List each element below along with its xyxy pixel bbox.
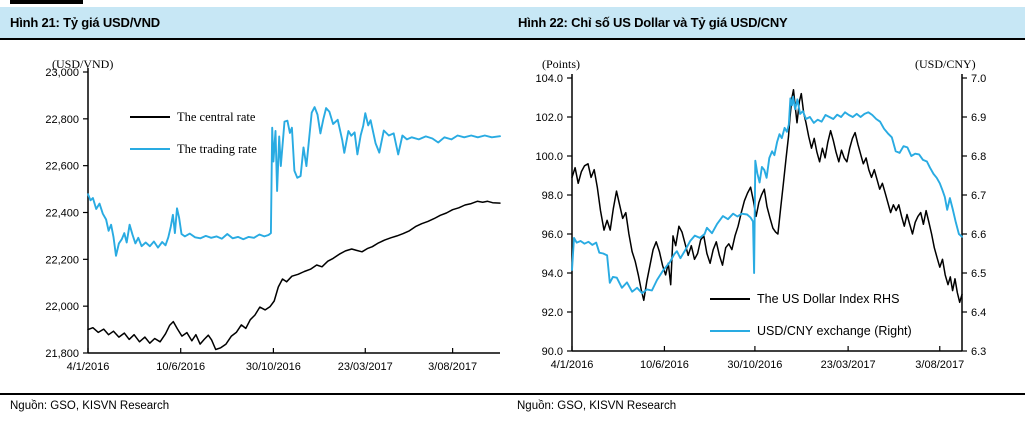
central-rate-line-swatch (130, 116, 170, 118)
y-tick-label-right: 6.8 (971, 151, 986, 163)
y-tick-label-left: 90.0 (542, 346, 563, 358)
central-rate-legend-label: The central rate (177, 109, 256, 124)
y-tick-label-left: 22,000 (45, 301, 79, 313)
dxy-usdcny-chart: 90.0 92.0 94.0 96.0 98.0 100.0 102.0 104.0 6.3 6.… (535, 73, 986, 371)
legend-item-trading-rate: The trading rate (130, 142, 257, 156)
left-chart-unit-label: (USD/VND) (52, 57, 114, 71)
y-tick-label-left: 21,800 (45, 348, 79, 360)
series-line-0 (87, 200, 501, 351)
y-tick-label-left: 98.0 (542, 190, 563, 202)
trading-rate-line-swatch (130, 148, 170, 150)
y-tick-label-right: 6.6 (971, 229, 986, 241)
x-tick-label: 30/10/2016 (727, 359, 782, 371)
y-tick-label-left: 96.0 (542, 229, 563, 241)
left-chart-title: Hình 21: Tỷ giá USD/VND (10, 15, 160, 30)
y-tick-label-right: 7.0 (971, 73, 986, 85)
right-chart-title: Hình 22: Chỉ số US Dollar và Tỷ giá USD/… (518, 15, 788, 30)
bottom-rule (0, 393, 1025, 395)
right-chart-right-unit-label: (USD/CNY) (915, 57, 976, 71)
series-line-0 (571, 88, 963, 304)
y-tick-label-left: 100.0 (535, 151, 563, 163)
y-tick-label-right: 6.9 (971, 112, 986, 124)
left-chart-source: Nguồn: GSO, KISVN Research (10, 400, 170, 412)
series-line-1 (571, 95, 963, 295)
y-tick-label-right: 6.3 (971, 346, 986, 358)
legend-item-central-rate: The central rate (130, 110, 255, 124)
x-tick-label: 4/1/2016 (67, 361, 110, 373)
top-border-fragment (10, 0, 83, 4)
legend-item-dollar-index: The US Dollar Index RHS (710, 292, 899, 306)
series-line-1 (87, 106, 501, 257)
usdcny-line-swatch (710, 330, 750, 332)
x-tick-label: 10/6/2016 (640, 359, 689, 371)
y-tick-label-left: 22,600 (45, 161, 79, 173)
right-chart-left-unit-label: (Points) (542, 57, 581, 71)
y-tick-label-left: 104.0 (535, 73, 563, 85)
x-tick-label: 23/03/2017 (821, 359, 876, 371)
x-tick-label: 4/1/2016 (551, 359, 594, 371)
y-tick-label-right: 6.4 (971, 307, 986, 319)
y-tick-label-right: 6.5 (971, 268, 986, 280)
usdcny-legend-label: USD/CNY exchange (Right) (757, 324, 912, 338)
legend-item-usdcny: USD/CNY exchange (Right) (710, 324, 912, 338)
x-tick-label: 3/08/2017 (915, 359, 964, 371)
right-chart-source: Nguồn: GSO, KISVN Research (517, 400, 677, 412)
y-tick-label-left: 23,000 (45, 67, 79, 79)
x-tick-label: 23/03/2017 (338, 361, 393, 373)
x-tick-label: 10/6/2016 (156, 361, 205, 373)
y-tick-label-left: 22,200 (45, 254, 79, 266)
dollar-index-line-swatch (710, 298, 750, 300)
dollar-index-legend-label: The US Dollar Index RHS (757, 292, 900, 306)
y-tick-label-left: 22,800 (45, 114, 79, 126)
y-tick-label-left: 94.0 (542, 268, 563, 280)
x-tick-label: 30/10/2016 (246, 361, 301, 373)
y-tick-label-right: 6.7 (971, 190, 986, 202)
y-tick-label-left: 102.0 (535, 112, 563, 124)
figure-title-band: Hình 21: Tỷ giá USD/VND Hình 22: Chỉ số … (0, 7, 1025, 40)
usd-vnd-chart: 21,800 22,000 22,200 22,400 22,600 22,800 23,0… (45, 67, 501, 373)
x-tick-label: 3/08/2017 (428, 361, 477, 373)
trading-rate-legend-label: The trading rate (177, 141, 257, 156)
y-tick-label-left: 22,400 (45, 208, 79, 220)
y-tick-label-left: 92.0 (542, 307, 563, 319)
